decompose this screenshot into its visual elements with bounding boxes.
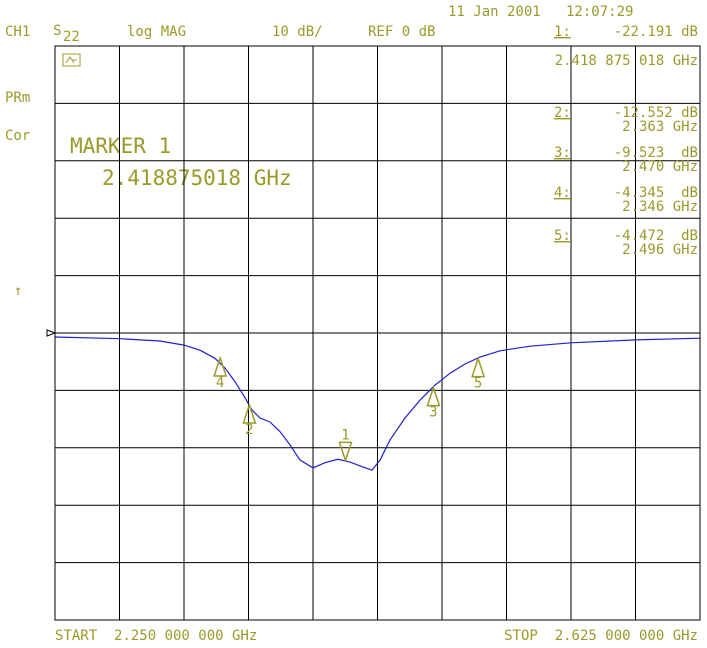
timestamp: 11 Jan 2001 12:07:29 [448, 4, 633, 20]
marker [471, 356, 486, 378]
marker [338, 441, 353, 463]
status: Cor [5, 128, 30, 144]
marker [426, 385, 441, 407]
marker-label: 3 [429, 405, 437, 421]
marker-label: 1 [341, 427, 349, 443]
reference-pointer [46, 329, 57, 337]
marker-label: 2 [245, 422, 253, 438]
status-icon [62, 53, 81, 67]
readout-value: -4.345 dB [614, 185, 698, 201]
status-icon-glyph [65, 56, 77, 64]
readout-value: -22.191 dB [614, 24, 698, 40]
readout-key: 5: [554, 228, 571, 244]
readout-freq: 2.496 GHz [622, 242, 698, 258]
parameter: S [53, 23, 61, 39]
format: log MAG [127, 24, 186, 40]
scale: 10 dB/ [272, 24, 323, 40]
marker [213, 355, 228, 377]
marker-label: 4 [216, 375, 224, 391]
parameter-sub: 22 [63, 29, 80, 45]
marker-label: 5 [474, 376, 482, 392]
readout-value: -9.523 dB [614, 145, 698, 161]
readout-value: -4.472 dB [614, 228, 698, 244]
stop-label: STOP 2.625 000 000 GHz [504, 628, 698, 644]
channel: CH1 [5, 24, 30, 40]
side-arrow: ↑ [14, 283, 22, 299]
readout-freq: 2.346 GHz [622, 199, 698, 215]
start-label: START 2.250 000 000 GHz [55, 628, 257, 644]
readout-key: 3: [554, 145, 571, 161]
active-marker-title: MARKER 1 [70, 134, 171, 158]
readout-value: -12.552 dB [614, 105, 698, 121]
trace [54, 336, 701, 471]
readout-key: 2: [554, 105, 571, 121]
plot-frame [54, 45, 701, 621]
readout-freq: 2.470 GHz [622, 159, 698, 175]
readout-key: 1: [554, 24, 571, 40]
readout-freq: 2.363 GHz [622, 119, 698, 135]
reference: REF 0 dB [368, 24, 435, 40]
readout-key: 4: [554, 185, 571, 201]
active-marker-freq: 2.418875018 GHz [102, 166, 292, 190]
marker [242, 402, 257, 424]
status: PRm [5, 90, 30, 106]
readout-freq: 2.418 875 018 GHz [555, 53, 698, 69]
